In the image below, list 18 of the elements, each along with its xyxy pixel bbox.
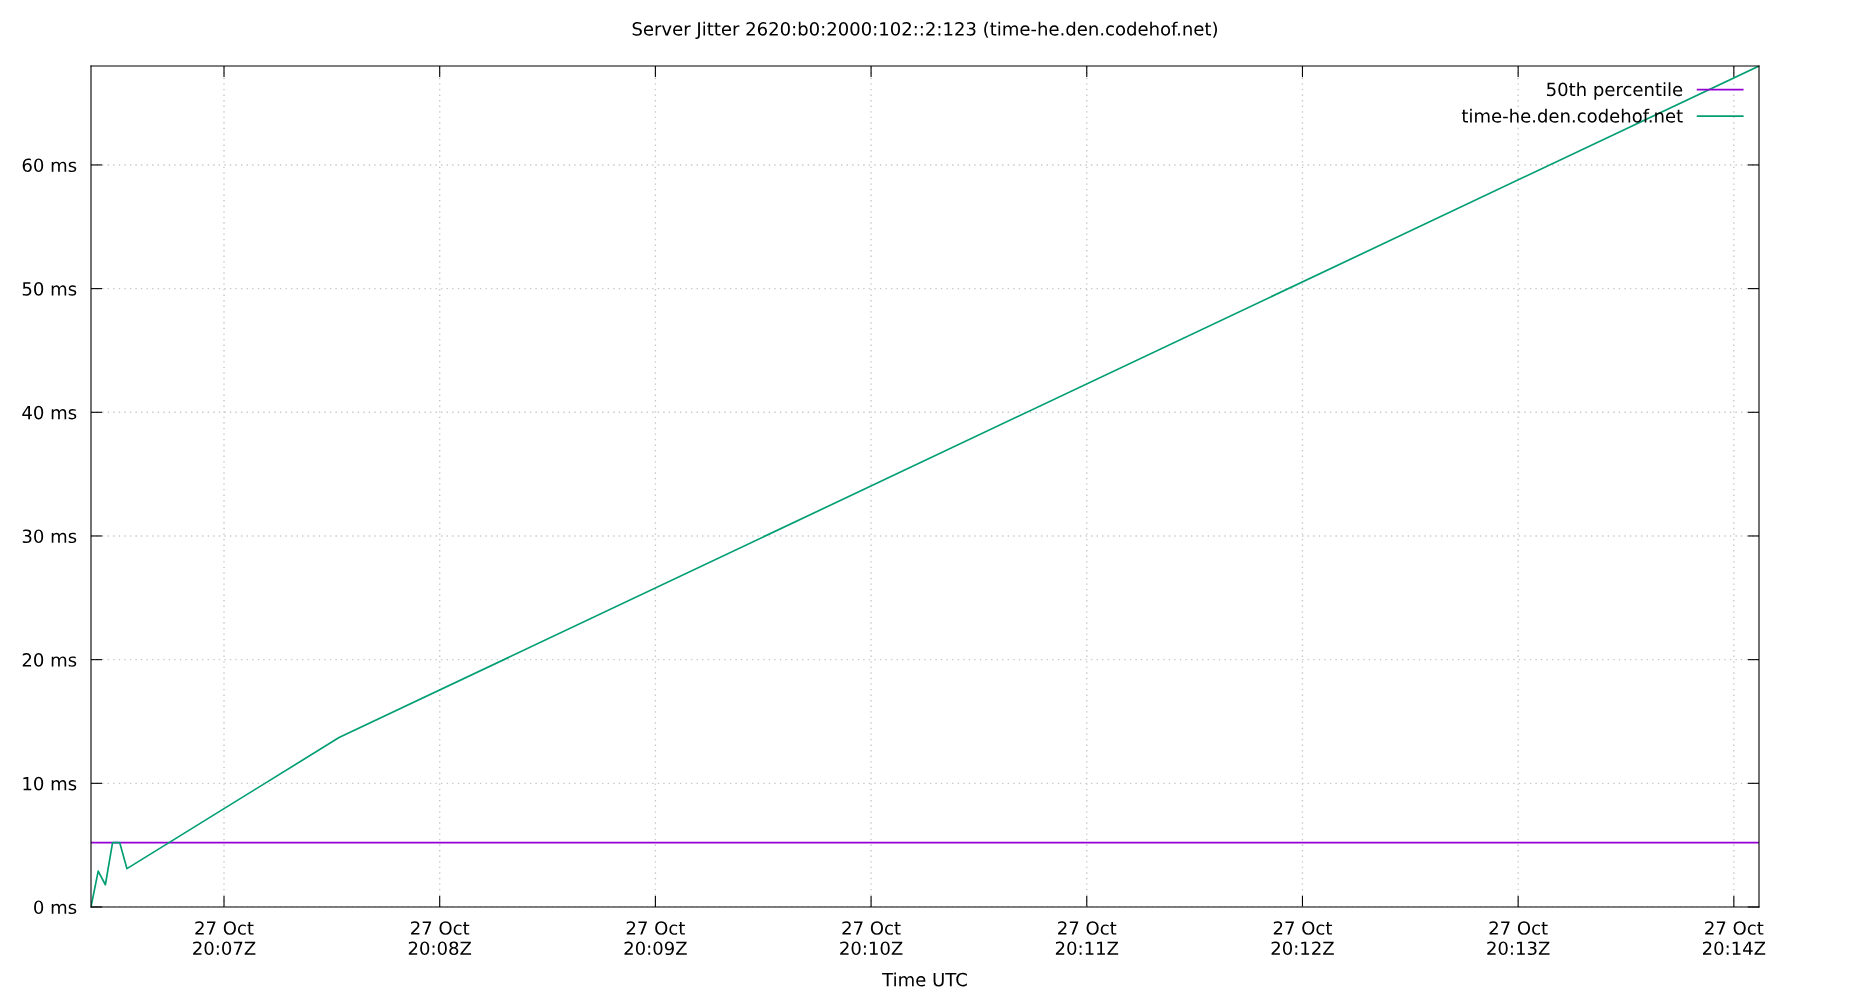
x-tick-label: 27 Oct 20:13Z [1487,921,1550,956]
y-tick-label: 30 ms [22,529,77,544]
chart-title: Server Jitter 2620:b0:2000:102::2:123 (time-he.den.codehof.net) [632,21,1217,40]
y-tick-label: 20 ms [22,653,77,667]
y-tick-label: 40 ms [22,405,77,420]
x-tick-label: 27 Oct 20:09Z [624,921,687,956]
legend-label: 50th percentile [1547,82,1683,100]
y-tick-label: 0 ms [34,900,77,915]
y-tick-label: 50 ms [22,282,77,296]
x-tick-label: 27 Oct 20:07Z [193,921,256,956]
x-tick-label: 27 Oct 20:08Z [408,921,472,956]
x-axis-title: Time UTC [882,972,967,987]
x-tick-label: 27 Oct 20:11Z [1055,921,1119,956]
x-tick-label: 27 Oct 20:12Z [1271,921,1334,956]
x-tick-label: 27 Oct 20:10Z [840,921,903,956]
x-tick-label: 27 Oct 20:14Z [1702,921,1766,956]
y-tick-label: 60 ms [22,158,77,173]
y-tick-label: 10 ms [23,776,77,791]
